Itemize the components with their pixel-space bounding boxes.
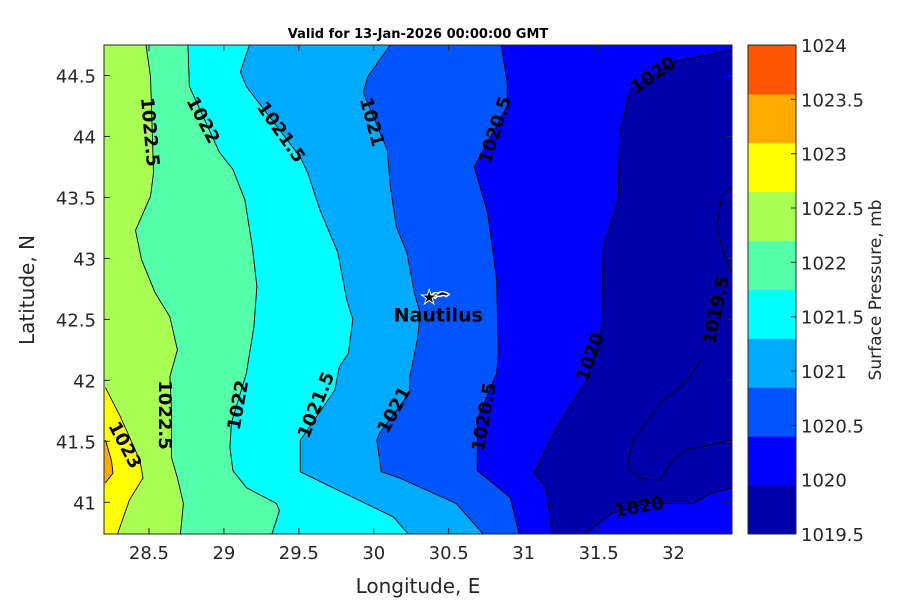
x-tick-label: 30: [362, 543, 385, 564]
vessel-track-icon: [430, 290, 451, 300]
y-axis-label: Latitude, N: [15, 235, 39, 345]
x-tick-label: 28.5: [129, 543, 169, 564]
colorbar-tick-label: 1023: [801, 145, 847, 166]
colorbar-tick-label: 1024: [801, 36, 847, 57]
y-tick-label: 42.5: [56, 310, 96, 331]
colorbar-tick-label: 1022.5: [801, 199, 864, 220]
contour-region-above-1023: [104, 387, 143, 534]
colorbar-tick-label: 1021.5: [801, 308, 864, 329]
y-tick-label: 43.5: [56, 188, 96, 209]
x-tick-label: 29: [212, 543, 235, 564]
colorbar-band: [748, 436, 796, 486]
colorbar-tick-label: 1020: [801, 471, 847, 492]
chart-title: Valid for 13-Jan-2026 00:00:00 GMT: [288, 27, 549, 42]
x-tick-label: 29.5: [279, 543, 319, 564]
colorbar-label: Surface Pressure, mb: [866, 200, 886, 381]
contour-region-above-1023.5: [104, 440, 113, 489]
contour-line: [187, 45, 280, 534]
colorbar-tick-label: 1021: [801, 362, 847, 383]
y-tick-label: 44: [73, 127, 96, 148]
x-tick-label: 31.5: [579, 543, 619, 564]
colorbar-band: [748, 387, 796, 437]
contour-line: [239, 45, 409, 534]
axes: 28.5 29 29.5 30 30.5 31 31.5 32 41 41.5 42 42.5 43 43…: [56, 44, 733, 564]
y-tick-label: 42: [73, 371, 96, 392]
colorbar-band: [748, 93, 796, 144]
contour-line: [362, 45, 484, 534]
star-marker-icon: [420, 287, 439, 306]
colorbar-tick-label: 1020.5: [801, 416, 864, 437]
colorbar-band: [748, 338, 796, 388]
contour-region-below-1020: [534, 49, 732, 534]
y-tick-label: 44.5: [56, 66, 96, 87]
colorbar-band: [748, 485, 796, 535]
colorbar-band: [748, 289, 796, 339]
contour-line: [626, 358, 732, 481]
colorbar-band: [748, 240, 796, 290]
contour-line: [135, 45, 184, 534]
colorbar-band: [748, 45, 796, 95]
x-tick-label: 32: [662, 543, 685, 564]
contour-line: [716, 186, 732, 274]
x-tick-label: 31: [512, 543, 535, 564]
colorbar: 1019.5 1020 1020.5 1021 1021.5 1022 1022.5 1023…: [747, 36, 864, 546]
axes-frame: [103, 44, 733, 535]
colorbar-tick-label: 1019.5: [801, 525, 864, 546]
x-axis-label: Longitude, E: [356, 574, 481, 598]
colorbar-frame: [747, 44, 797, 535]
contour-line: [105, 387, 144, 534]
contour-line: [533, 49, 732, 534]
colorbar-band: [748, 142, 796, 193]
y-tick-label: 41: [73, 493, 96, 514]
colorbar-band: [748, 191, 796, 242]
colorbar-tick-label: 1023.5: [801, 90, 864, 111]
y-tick-label: 41.5: [56, 432, 96, 453]
marker-label: Nautilus: [394, 304, 483, 326]
contour-label: 1022.5: [154, 380, 175, 449]
contour-line: [105, 439, 114, 484]
x-tick-label: 30.5: [429, 543, 469, 564]
y-tick-label: 43: [73, 249, 96, 270]
contour-line: [473, 45, 520, 534]
colorbar-tick-label: 1022: [801, 253, 847, 274]
